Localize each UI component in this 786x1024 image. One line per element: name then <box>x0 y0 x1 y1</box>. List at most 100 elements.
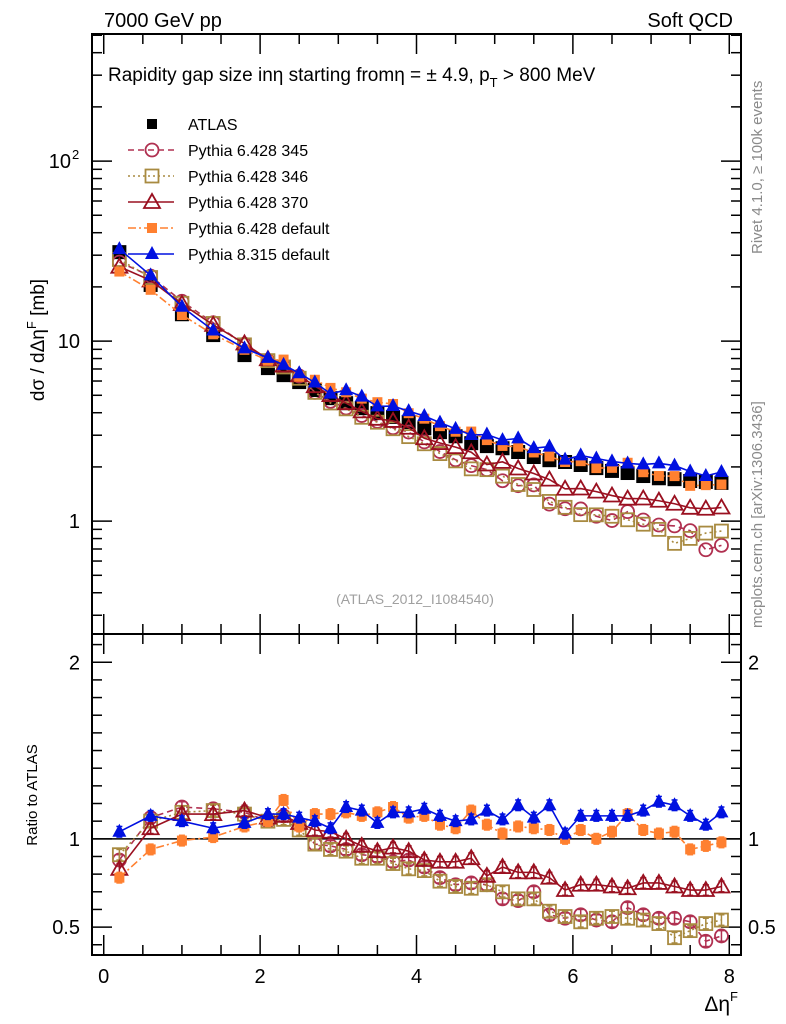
data-point <box>112 241 127 255</box>
ratio-data-point <box>176 835 187 846</box>
ratio-panel-axes: 0 2 4 6 8 0.5 0.5 1 1 2 2 <box>52 634 776 988</box>
ratio-data-point <box>620 910 636 926</box>
data-point <box>685 480 696 491</box>
ratio-data-point <box>651 916 667 931</box>
legend-item-p370: Pythia 6.428 370 <box>128 192 308 212</box>
ratio-y-tick-label: 2 <box>69 652 80 674</box>
data-point <box>339 382 354 396</box>
data-point <box>682 523 698 539</box>
data-point <box>591 463 602 474</box>
ratio-data-point <box>448 879 463 894</box>
series-atlas <box>112 245 729 490</box>
data-point <box>651 455 666 469</box>
ratio-data-point <box>571 874 591 892</box>
ratio-data-point <box>495 811 510 825</box>
legend-item-atlas: ATLAS <box>147 117 238 134</box>
plot-title-main: Rapidity gap size inη starting fromη = ±… <box>108 65 490 86</box>
data-point <box>477 454 497 472</box>
ratio-data-point <box>636 802 651 816</box>
x-tick-label: 0 <box>98 966 109 988</box>
data-point <box>573 447 588 461</box>
data-point <box>145 284 156 295</box>
series-p346 <box>111 252 729 551</box>
data-point <box>651 521 667 537</box>
data-point <box>323 385 338 399</box>
ratio-data-point <box>602 876 622 894</box>
data-point <box>510 477 526 492</box>
ratio-y-tick-label: 0.5 <box>52 917 80 939</box>
ratio-data-point <box>633 873 653 890</box>
ratio-y-axis-label: Ratio to ATLAS <box>24 744 41 845</box>
data-point <box>575 456 586 467</box>
ratio-data-point <box>524 862 544 880</box>
legend-marker <box>144 168 160 184</box>
ratio-data-point <box>143 807 158 821</box>
data-point <box>401 403 416 417</box>
ratio-data-point <box>542 797 557 811</box>
ratio-data-point <box>638 824 649 835</box>
series-line <box>118 270 722 487</box>
ratio-data-point <box>477 866 497 883</box>
data-point <box>539 469 559 487</box>
data-point <box>464 427 479 441</box>
data-point <box>336 393 356 411</box>
ratio-data-point <box>419 810 430 821</box>
ratio-data-point <box>450 823 461 834</box>
ratio-data-point <box>206 820 221 834</box>
data-point <box>716 479 727 490</box>
ratio-data-point <box>685 844 696 855</box>
ratio-series-p345 <box>111 799 729 949</box>
plot-title-tail: > 800 MeV <box>498 65 596 86</box>
ratio-data-point <box>305 820 325 837</box>
data-point <box>638 467 649 478</box>
data-point <box>448 453 463 469</box>
series-line <box>118 258 722 545</box>
energy-label: 7000 GeV pp <box>104 10 222 32</box>
x-axis-label-sup: F <box>730 989 738 1004</box>
data-point <box>618 488 638 506</box>
ratio-data-point <box>667 930 682 946</box>
ratio-data-point <box>114 872 125 883</box>
ratio-data-point <box>667 910 682 926</box>
ratio-data-point <box>336 829 356 846</box>
data-point <box>542 494 557 509</box>
data-point <box>367 408 387 426</box>
data-point <box>542 438 557 452</box>
x-tick-label: 6 <box>567 966 578 988</box>
ratio-data-point <box>208 832 219 843</box>
ratio-data-point <box>664 876 685 894</box>
ratio-data-point <box>635 912 651 928</box>
data-point <box>620 455 635 469</box>
plot-title-sub: T <box>490 75 498 90</box>
ratio-data-point <box>401 861 417 877</box>
data-point <box>508 458 528 476</box>
data-point <box>399 417 419 435</box>
ratio-data-point <box>700 840 711 851</box>
data-point <box>430 433 450 450</box>
data-point <box>479 426 494 440</box>
ratio-data-point <box>461 848 481 866</box>
ratio-data-point <box>683 807 698 821</box>
data-point <box>588 507 604 523</box>
ratio-data-point <box>497 828 508 839</box>
data-point <box>461 442 481 460</box>
analysis-id-label: (ATLAS_2012_I1084540) <box>336 591 494 607</box>
data-point <box>604 508 620 524</box>
data-point <box>698 542 714 558</box>
data-point <box>511 430 526 444</box>
ratio-data-point <box>714 804 729 818</box>
ratio-y-tick-label-right: 0.5 <box>748 917 776 939</box>
ratio-data-point <box>481 819 492 830</box>
data-point <box>292 365 307 379</box>
data-point <box>558 451 573 465</box>
data-point <box>432 414 447 428</box>
ratio-data-point <box>698 916 714 931</box>
legend-marker <box>142 192 162 209</box>
data-point <box>682 531 698 546</box>
ratio-data-point <box>542 903 557 919</box>
data-point <box>606 462 617 473</box>
ratio-data-point <box>294 821 305 832</box>
ratio-data-point <box>604 909 620 924</box>
ratio-data-point <box>430 851 450 869</box>
ratio-data-point <box>260 806 275 820</box>
